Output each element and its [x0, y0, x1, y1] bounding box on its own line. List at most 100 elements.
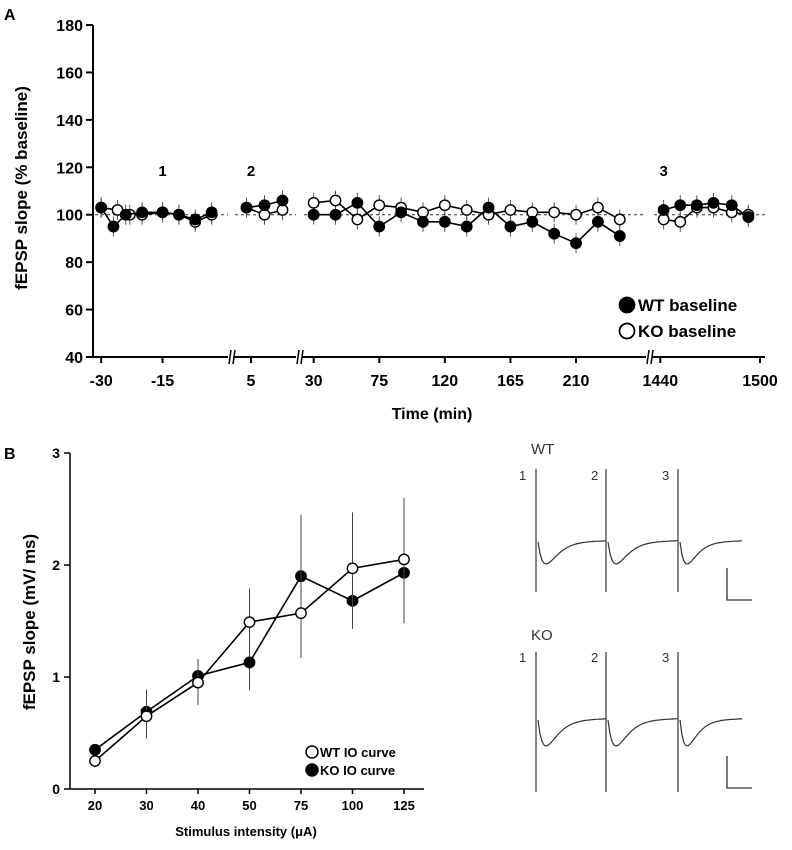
panel-a-wt-point: [205, 206, 218, 219]
panel-a-ytick-label: 180: [56, 18, 83, 35]
panel-a-xtick-label: 75: [370, 373, 388, 390]
panel-a-wt-point: [119, 208, 132, 221]
trace-wt-fepsp-waveform: [607, 540, 679, 565]
panel-a: A fEPSP slope (% baseline) Time (min) 40…: [4, 7, 778, 423]
panel-b-wt-point: [243, 616, 256, 629]
panel-b-ylabel: fEPSP slope (mV/ ms): [20, 534, 39, 710]
panel-a-axis-break: [646, 349, 650, 365]
panel-a-wt-point: [742, 211, 755, 223]
trace-ko-marker-1: 1: [519, 650, 526, 665]
panel-a-axis-break: [300, 349, 304, 365]
panel-a-wt-point: [307, 208, 320, 221]
panel-a-label: A: [4, 7, 16, 24]
trace-wt-marker-1: 1: [519, 468, 526, 483]
panel-a-ko-point: [548, 206, 561, 219]
panel-a-wt-point: [95, 201, 108, 214]
panel-a-ytick-label: 40: [65, 350, 83, 367]
panel-a-xtick-label: 1500: [742, 373, 778, 390]
panel-a-wt-point: [548, 227, 561, 240]
panel-a-wt-point: [707, 196, 720, 209]
trace-ko-marker-3: 3: [662, 650, 669, 665]
panel-a-ytick-label: 60: [65, 303, 83, 320]
panel-a-wt-point: [240, 201, 253, 214]
panel-a-ko-point: [351, 213, 364, 226]
panel-a-legend-marker: [618, 322, 636, 340]
panel-a-ytick-label: 100: [56, 208, 83, 225]
panel-a-xtick-label: -15: [151, 373, 174, 390]
panel-a-ytick-label: 140: [56, 113, 83, 130]
trace-wt-label: WT: [531, 441, 554, 458]
panel-a-ko-point: [373, 199, 386, 212]
panel-a-axis-break: [232, 349, 236, 365]
panel-a-ko-point: [613, 213, 626, 226]
panel-a-wt-point: [674, 199, 687, 212]
panel-a-ytick-label: 120: [56, 160, 83, 177]
trace-ko-label: KO: [531, 627, 553, 644]
panel-a-xtick-label: 165: [497, 373, 524, 390]
panel-a-xlabel: Time (min): [392, 406, 473, 423]
panel-a-legend-label: WT baseline: [638, 296, 737, 315]
panel-a-wt-point: [591, 215, 604, 228]
panel-a-wt-point: [351, 196, 364, 209]
trace-wt-fepsp-waveform: [679, 540, 743, 565]
trace-ko-marker-2: 2: [591, 650, 598, 665]
trace-ko-fepsp-waveform: [679, 718, 742, 747]
panel-a-ko-point: [504, 204, 517, 216]
panel-a-wt-point: [690, 199, 703, 212]
panel-a-axis-break: [296, 349, 300, 365]
panel-a-wt-point: [276, 194, 289, 207]
trace-ko-fepsp-waveform: [537, 718, 607, 747]
panel-a-ko-point: [570, 208, 582, 221]
panel-a-wt-point: [136, 206, 148, 219]
panel-b-legend-marker: [305, 763, 319, 777]
panel-a-xtick-label: 210: [563, 373, 590, 390]
fepsp-traces: WT 1 2 3 KO 1 2 3: [519, 441, 752, 792]
panel-b-xtick-label: 100: [342, 798, 364, 813]
panel-a-axis-break: [228, 349, 232, 365]
panel-b-label: B: [4, 446, 16, 463]
trace-ko-fepsp-waveform: [607, 718, 679, 747]
panel-a-wt-point: [107, 220, 120, 233]
panel-a-xtick-label: 1440: [643, 373, 679, 390]
panel-a-xtick-label: 120: [431, 373, 458, 390]
panel-b-ytick-label: 2: [52, 557, 60, 573]
panel-a-ytick-label: 80: [65, 255, 83, 272]
panel-b-ko-point: [243, 656, 256, 669]
panel-a-ytick-label: 160: [56, 65, 83, 82]
panel-a-wt-point: [156, 206, 169, 219]
panel-a-wt-point: [570, 237, 582, 250]
panel-a-wt-point: [395, 206, 408, 219]
panel-b-xlabel: Stimulus intensity (μA): [175, 824, 317, 839]
panel-a-legend-marker: [618, 296, 636, 314]
panel-b-legend-label: KO IO curve: [320, 763, 395, 778]
trace-wt-fepsp-waveform: [537, 540, 607, 565]
panel-a-ko-point: [307, 196, 320, 209]
panel-b-legend-label: WT IO curve: [320, 745, 396, 760]
panel-a-ko-point: [674, 215, 687, 228]
panel-b-wt-point: [89, 755, 101, 767]
panel-a-ko-point: [591, 201, 604, 214]
panel-b-xtick-label: 125: [393, 798, 415, 813]
panel-b-xtick-label: 30: [139, 798, 153, 813]
panel-b-ko-point: [89, 743, 101, 756]
panel-a-legend-label: KO baseline: [638, 322, 736, 341]
panel-b: B fEPSP slope (mV/ ms) Stimulus intensit…: [4, 445, 424, 839]
panel-b-xtick-label: 50: [242, 798, 256, 813]
panel-b-xtick-label: 20: [88, 798, 102, 813]
panel-a-time-marker: 1: [158, 163, 166, 180]
panel-a-ko-point: [329, 194, 342, 207]
panel-b-wt-point: [398, 553, 410, 566]
panel-a-wt-point: [460, 220, 473, 233]
panel-a-wt-point: [613, 230, 626, 242]
panel-a-time-marker: 2: [247, 163, 255, 180]
panel-a-wt-point: [526, 215, 539, 228]
panel-a-wt-point: [482, 201, 495, 214]
panel-b-legend-marker: [305, 745, 319, 759]
trace-ko-scale-bar: [726, 756, 752, 789]
panel-a-wt-point: [173, 208, 185, 221]
panel-b-xtick-label: 40: [191, 798, 205, 813]
panel-a-wt-point: [438, 215, 451, 228]
panel-a-wt-point: [329, 208, 342, 221]
panel-a-wt-point: [504, 220, 517, 233]
